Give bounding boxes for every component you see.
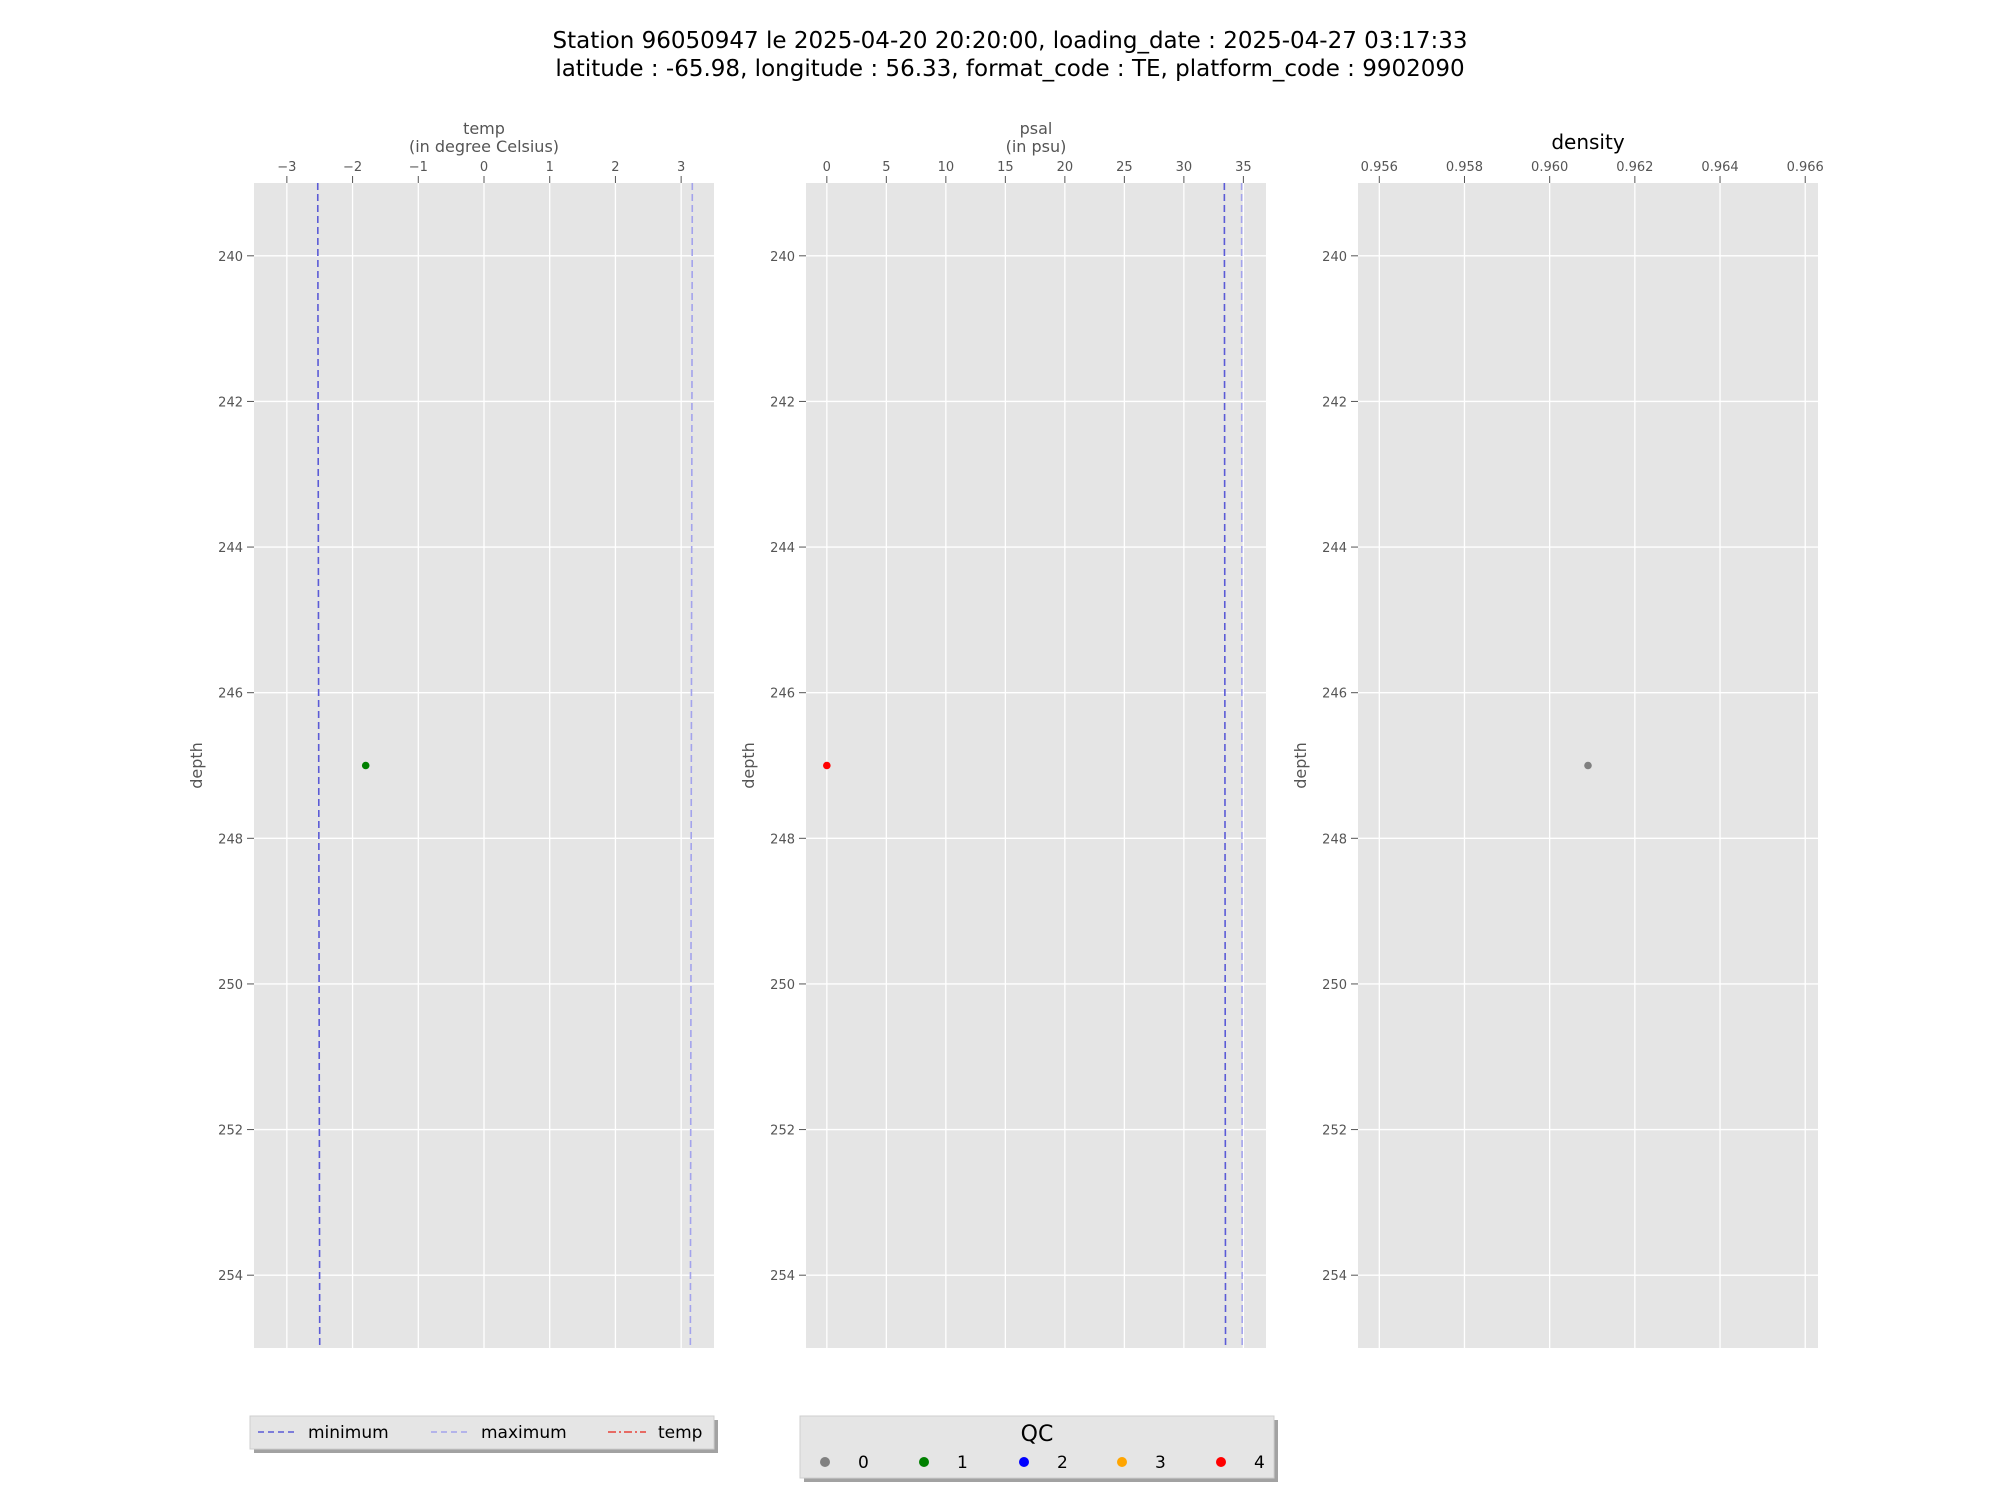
density-x-tick-label: 0.964 bbox=[1701, 160, 1738, 175]
psal-y-tick-label: 240 bbox=[770, 250, 795, 265]
qc-legend-1-marker bbox=[919, 1457, 929, 1467]
qc-legend-1-label: 1 bbox=[957, 1453, 968, 1473]
figure-title-line1: Station 96050947 le 2025-04-20 20:20:00,… bbox=[553, 28, 1468, 54]
density-x-tick-label: 0.966 bbox=[1787, 160, 1824, 175]
qc-legend-2-marker bbox=[1019, 1457, 1029, 1467]
psal-x-tick-label: 10 bbox=[938, 160, 955, 175]
psal-y-tick-label: 254 bbox=[770, 1269, 795, 1284]
temp-panel: −3 −2 −1 0 1 2 3 240 242 244 246 248 250 252 254 temp(i… bbox=[187, 119, 714, 1349]
temp-axis-title: temp bbox=[463, 119, 505, 138]
temp-x-tick-label: 2 bbox=[611, 160, 619, 175]
qc-legend-3-label: 3 bbox=[1155, 1453, 1166, 1473]
psal-panel: 0 5 10 15 20 25 30 35 240 242 244 246 248 250 252 254 ps… bbox=[739, 119, 1266, 1349]
psal-minimum-line bbox=[1223, 182, 1227, 1349]
density-x-tick-label: 0.958 bbox=[1446, 160, 1483, 175]
legend-maximum-label: maximum bbox=[481, 1423, 567, 1443]
density-x-tick-label: 0.956 bbox=[1361, 160, 1398, 175]
legend-temp-label: temp bbox=[658, 1423, 702, 1443]
psal-axis-unit: (in psu) bbox=[1006, 137, 1067, 156]
density-y-tick-label: 242 bbox=[1322, 395, 1347, 410]
temp-y-tick-label: 246 bbox=[218, 687, 243, 702]
psal-x-tick-label: 35 bbox=[1235, 160, 1252, 175]
psal-x-tick-label: 0 bbox=[823, 160, 831, 175]
temp-x-tick-label: −3 bbox=[277, 160, 296, 175]
qc-legend: QC 0 1 2 3 4 bbox=[799, 1415, 1278, 1482]
psal-plot-area bbox=[806, 183, 1266, 1348]
qc-legend-title: QC bbox=[1021, 1422, 1054, 1447]
density-y-tick-label: 250 bbox=[1322, 978, 1347, 993]
psal-y-tick-label: 250 bbox=[770, 978, 795, 993]
temp-maximum-line bbox=[689, 182, 694, 1349]
temp-y-tick-label: 240 bbox=[218, 250, 243, 265]
qc-legend-4-marker bbox=[1216, 1457, 1226, 1467]
psal-y-tick-label: 252 bbox=[770, 1124, 795, 1139]
qc-legend-0-marker bbox=[820, 1457, 830, 1467]
psal-ylabel: depth bbox=[739, 742, 758, 789]
temp-y-tick-label: 254 bbox=[218, 1269, 243, 1284]
temp-x-tick-label: 0 bbox=[480, 160, 488, 175]
temp-minimum-line bbox=[316, 182, 321, 1349]
figure-title-line2: latitude : -65.98, longitude : 56.33, fo… bbox=[555, 56, 1464, 82]
psal-x-tick-label: 5 bbox=[882, 160, 890, 175]
psal-y-tick-label: 248 bbox=[770, 832, 795, 847]
temp-x-tick-label: −2 bbox=[343, 160, 362, 175]
psal-data-point bbox=[823, 761, 831, 770]
density-data-point bbox=[1584, 761, 1592, 770]
density-x-tick-label: 0.960 bbox=[1531, 160, 1568, 175]
psal-y-tick-label: 242 bbox=[770, 395, 795, 410]
psal-maximum-line bbox=[1240, 182, 1243, 1349]
psal-y-tick-label: 246 bbox=[770, 687, 795, 702]
density-y-tick-label: 244 bbox=[1322, 541, 1347, 556]
temp-y-tick-label: 252 bbox=[218, 1124, 243, 1139]
temp-data-point bbox=[361, 761, 370, 770]
psal-x-tick-label: 15 bbox=[997, 160, 1014, 175]
density-y-tick-label: 246 bbox=[1322, 687, 1347, 702]
temp-x-tick-label: 1 bbox=[546, 160, 554, 175]
density-panel: 0.956 0.958 0.960 0.962 0.964 0.966 240 242 244 2… bbox=[1291, 130, 1824, 1348]
density-y-tick-label: 252 bbox=[1322, 1124, 1347, 1139]
density-y-tick-label: 240 bbox=[1322, 250, 1347, 265]
psal-x-tick-label: 20 bbox=[1057, 160, 1074, 175]
temp-y-tick-label: 250 bbox=[218, 978, 243, 993]
psal-x-tick-label: 30 bbox=[1176, 160, 1193, 175]
psal-y-tick-label: 244 bbox=[770, 541, 795, 556]
temp-y-tick-label: 242 bbox=[218, 395, 243, 410]
density-axis-title: density bbox=[1551, 130, 1624, 154]
line-legend: minimum maximum temp bbox=[249, 1415, 718, 1453]
qc-legend-0-label: 0 bbox=[858, 1453, 869, 1473]
density-y-tick-label: 248 bbox=[1322, 832, 1347, 847]
temp-x-tick-label: −1 bbox=[409, 160, 428, 175]
psal-x-tick-label: 25 bbox=[1116, 160, 1133, 175]
temp-axis-unit: (in degree Celsius) bbox=[409, 137, 559, 156]
density-y-tick-label: 254 bbox=[1322, 1269, 1347, 1284]
density-x-tick-label: 0.962 bbox=[1616, 160, 1653, 175]
qc-legend-4-label: 4 bbox=[1254, 1453, 1265, 1473]
density-ylabel: depth bbox=[1291, 742, 1310, 789]
temp-ylabel: depth bbox=[187, 742, 206, 789]
qc-legend-3-marker bbox=[1117, 1457, 1127, 1467]
temp-x-tick-label: 3 bbox=[677, 160, 685, 175]
qc-legend-2-label: 2 bbox=[1057, 1453, 1068, 1473]
temp-y-tick-label: 248 bbox=[218, 832, 243, 847]
legend-minimum-label: minimum bbox=[308, 1423, 389, 1443]
psal-axis-title: psal bbox=[1020, 119, 1053, 138]
qc-legend-box bbox=[799, 1415, 1275, 1479]
temp-y-tick-label: 244 bbox=[218, 541, 243, 556]
